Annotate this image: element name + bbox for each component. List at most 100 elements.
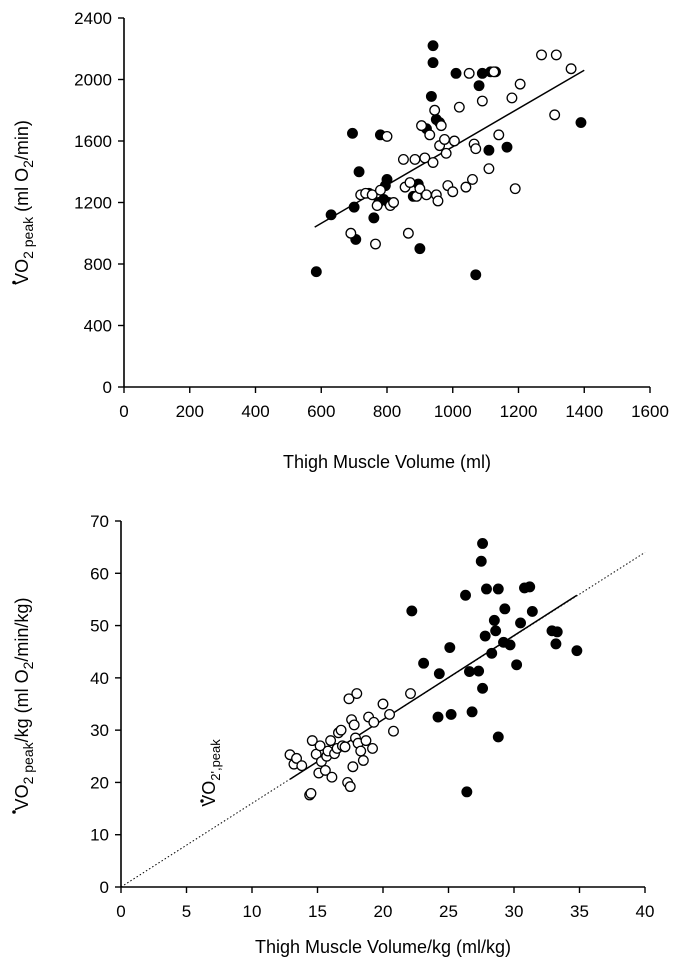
x-tick-label: 30 (505, 902, 524, 921)
data-point-open (409, 153, 421, 165)
data-point-open (368, 716, 380, 728)
data-point-filled (425, 90, 437, 102)
data-point-open (416, 120, 427, 132)
data-point-filled (466, 706, 478, 718)
y-tick-label: 0 (103, 378, 112, 397)
y-tick-label: 2000 (74, 71, 112, 90)
data-point-open (509, 183, 521, 195)
data-point-open (439, 134, 450, 145)
x-axis-label: Thigh Muscle Volume/kg (ml/kg) (255, 937, 511, 957)
data-point-open (463, 67, 475, 79)
data-point-open (325, 735, 337, 747)
data-point-open (440, 147, 452, 159)
x-tick-label: 800 (373, 402, 401, 421)
x-tick-label: 600 (307, 402, 335, 421)
x-tick-label: 200 (176, 402, 204, 421)
data-point-open (427, 157, 439, 168)
data-point-filled (418, 657, 430, 669)
data-point-filled (433, 668, 445, 680)
data-point-filled (488, 614, 500, 626)
data-point-open (371, 200, 383, 212)
data-point-filled (481, 583, 492, 595)
data-point-open (421, 189, 432, 201)
data-point-filled (515, 617, 527, 629)
data-point-open (476, 95, 488, 107)
y-tick-label: 0 (100, 878, 109, 897)
data-point-open (402, 227, 414, 239)
x-tick-label: 1200 (500, 402, 538, 421)
y-axis-label-main: VO (12, 259, 32, 285)
data-point-open (360, 735, 372, 747)
data-point-open (414, 183, 426, 195)
chart-bottom: 0 5 10 15 20 25 30 35 40 0 10 20 30 40 50 60 70 Thigh Mus… (12, 512, 654, 957)
x-tick-label: 400 (241, 402, 269, 421)
y-tick-label: 60 (90, 564, 109, 583)
data-point-open (514, 78, 526, 90)
data-point-filled (414, 243, 426, 255)
data-point-filled (551, 626, 563, 638)
y-tick-label: 400 (84, 317, 112, 336)
data-point-open (432, 195, 444, 207)
x-tick-label: 15 (308, 902, 327, 921)
y-axis-label-rest-sub: 2 (20, 661, 36, 669)
data-point-open (460, 181, 472, 193)
data-point-open (384, 709, 396, 720)
data-point-filled (492, 583, 504, 595)
data-point-open (355, 745, 367, 757)
data-point-filled (499, 603, 511, 615)
data-point-open (388, 725, 399, 737)
data-point-filled (427, 57, 439, 69)
x-tick-label: 0 (116, 902, 125, 921)
data-point-open (488, 66, 500, 78)
y-axis-label-rest: (ml O (12, 168, 32, 217)
data-point-open (357, 755, 369, 766)
data-point-filled (492, 731, 504, 743)
data-point-filled (460, 589, 471, 601)
data-point-open (345, 227, 357, 239)
y-axis-label-rest-end: /min/kg) (12, 598, 32, 662)
data-point-open (348, 719, 360, 731)
data-point-filled (445, 709, 457, 720)
data-point-filled (450, 67, 462, 79)
data-point-filled (347, 127, 358, 139)
data-point-open (405, 688, 416, 699)
data-point-open (326, 771, 338, 783)
data-point-open (448, 135, 460, 147)
data-point-filled (406, 605, 418, 617)
x-tick-label: 1600 (631, 402, 669, 421)
y-tick-label: 2400 (74, 9, 112, 28)
x-axis-label: Thigh Muscle Volume (ml) (283, 452, 491, 472)
data-point-filled (550, 638, 562, 650)
y-tick-label: 70 (90, 512, 109, 531)
x-tick-label: 5 (182, 902, 191, 921)
x-tick-label: 35 (570, 902, 589, 921)
y-tick-label: 800 (84, 255, 112, 274)
data-point-open (419, 152, 431, 164)
data-point-filled (490, 625, 502, 637)
y-axis-label-main: VO (12, 784, 32, 810)
data-point-open (536, 49, 547, 61)
y-axis-label-rate-dot (12, 280, 16, 285)
x-tick-label: 1400 (565, 402, 603, 421)
annotation-main: VO (199, 781, 219, 807)
y-tick-label: 20 (90, 773, 109, 792)
data-point-open (483, 163, 495, 175)
data-point-filled (348, 201, 360, 213)
data-point-open (351, 688, 363, 699)
data-point-filled (511, 659, 523, 671)
data-point-filled (475, 555, 487, 567)
y-tick-label: 1600 (74, 132, 112, 151)
data-point-open (453, 101, 465, 113)
data-point-open (344, 781, 356, 793)
data-point-filled (473, 665, 485, 677)
y-axis-label-sub: 2 peak (20, 216, 36, 259)
data-point-open (367, 742, 378, 754)
annotation-label: VO2',peak (199, 739, 223, 807)
data-point-open (506, 92, 518, 104)
regression-line (314, 69, 585, 228)
data-point-open (397, 153, 409, 165)
y-axis-label: VO2 peak (ml O2/min) (12, 120, 36, 285)
y-axis-label-rest: /kg (ml O (12, 669, 32, 742)
data-point-filled (473, 80, 485, 92)
